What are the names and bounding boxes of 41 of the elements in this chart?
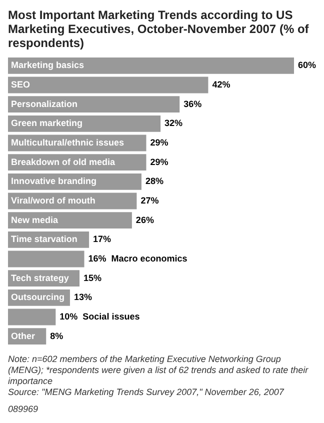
bar: [8, 57, 294, 74]
y-tick-label: Breakdown of old media: [11, 156, 116, 167]
data-label: 36%: [184, 98, 202, 109]
y-tick-label: Macro economics: [111, 253, 188, 264]
data-label: 32%: [164, 118, 183, 128]
data-label: 42%: [212, 79, 230, 90]
data-label: 13%: [74, 292, 92, 302]
bar: [8, 250, 84, 268]
y-tick-label: Marketing basics: [11, 60, 84, 70]
data-label: 26%: [136, 214, 154, 225]
y-tick-label: Social issues: [82, 311, 140, 322]
text: Note: n=602 members of the Marketing Executive Networking Group (MENG); *respondents were given a list of 62 trends and asked to rate their importance: [8, 354, 310, 387]
y-tick-label: SEO: [11, 79, 30, 90]
y-tick-label: Viral/word of mouth: [11, 195, 96, 206]
y-tick-label: Tech strategy: [11, 272, 69, 283]
chart-title: Most Important Marketing Trends according to US Marketing Executives, October-November 2007 (% of respondents): [8, 8, 310, 50]
bar: [8, 96, 180, 113]
data-label: 27%: [140, 195, 159, 206]
data-label: 10%: [60, 311, 78, 322]
bar: [8, 212, 132, 229]
bar: [8, 308, 56, 326]
source-note: Source: "MENG Marketing Trends Survey 2007," November 26, 2007: [8, 387, 285, 398]
y-tick-label: New media: [11, 214, 60, 225]
data-label: 29%: [150, 156, 168, 167]
bar: [8, 115, 161, 132]
y-tick-label: Innovative branding: [11, 176, 97, 186]
data-label: 28%: [145, 176, 164, 186]
y-tick-label: Other: [11, 330, 36, 341]
data-label: 60%: [298, 60, 316, 70]
bar: [8, 76, 208, 94]
data-label: 17%: [93, 234, 112, 244]
y-tick-label: Green marketing: [11, 118, 83, 128]
y-tick-label: Multicultural/ethnic issues: [11, 137, 124, 148]
y-tick-label: Outsourcing: [11, 292, 64, 302]
data-label: 16%: [88, 253, 106, 264]
y-tick-label: Personalization: [11, 98, 78, 109]
data-label: 8%: [50, 330, 64, 341]
y-tick-label: Time starvation: [11, 234, 78, 244]
text: 089969: [8, 404, 40, 415]
data-label: 29%: [150, 137, 168, 148]
data-label: 15%: [84, 272, 102, 283]
